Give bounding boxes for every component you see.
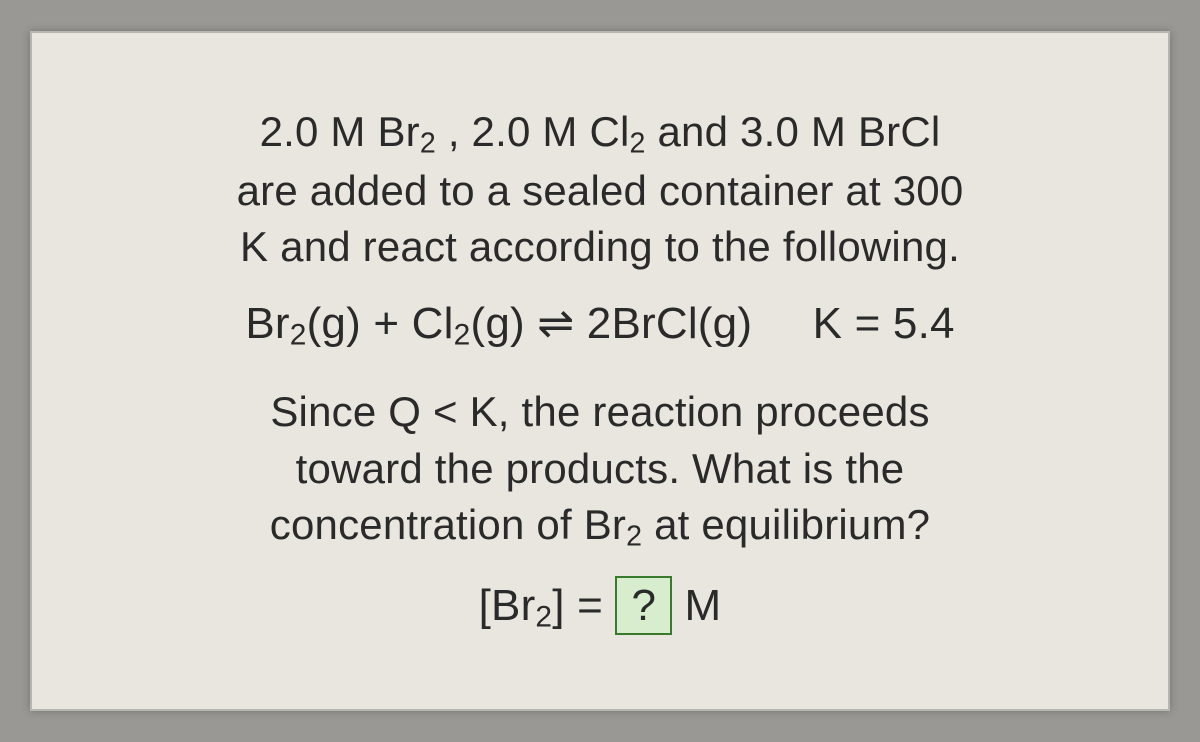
t: , 2.0 M Cl: [436, 108, 630, 155]
t: and 3.0 M BrCl: [646, 108, 941, 155]
given-block: 2.0 M Br2 , 2.0 M Cl2 and 3.0 M BrCl are…: [72, 104, 1128, 276]
equation-line: Br2(g) + Cl2(g) ⇌ 2BrCl(g) K = 5.4: [72, 294, 1128, 356]
sub: 2: [535, 601, 552, 634]
answer-line: [Br2] = ? M: [72, 576, 1128, 638]
t: (g) ⇌ 2BrCl(g): [470, 299, 752, 348]
k-value: K = 5.4: [813, 294, 955, 353]
t: (g) + Cl: [307, 299, 454, 348]
t: M: [672, 581, 721, 630]
given-line-1: 2.0 M Br2 , 2.0 M Cl2 and 3.0 M BrCl: [72, 104, 1128, 163]
sub: 2: [454, 319, 471, 352]
t: ] =: [552, 581, 615, 630]
sub: 2: [630, 127, 646, 159]
t: at equilibrium?: [642, 501, 930, 548]
question-block: Since Q < K, the reaction proceeds towar…: [72, 384, 1128, 556]
sub: 2: [626, 521, 642, 553]
t: concentration of Br: [270, 501, 626, 548]
question-panel: 2.0 M Br2 , 2.0 M Cl2 and 3.0 M BrCl are…: [30, 31, 1170, 711]
eq-text: Br2(g) + Cl2(g) ⇌ 2BrCl(g): [245, 299, 764, 348]
t: [Br: [479, 581, 536, 630]
t: Br: [245, 299, 289, 348]
sub: 2: [290, 319, 307, 352]
q-line-3: concentration of Br2 at equilibrium?: [72, 497, 1128, 556]
sub: 2: [420, 127, 436, 159]
given-line-2: are added to a sealed container at 300: [72, 163, 1128, 220]
q-line-1: Since Q < K, the reaction proceeds: [72, 384, 1128, 441]
given-line-3: K and react according to the following.: [72, 219, 1128, 276]
q-line-2: toward the products. What is the: [72, 441, 1128, 498]
t: 2.0 M Br: [260, 108, 420, 155]
answer-input-box[interactable]: ?: [615, 576, 672, 635]
